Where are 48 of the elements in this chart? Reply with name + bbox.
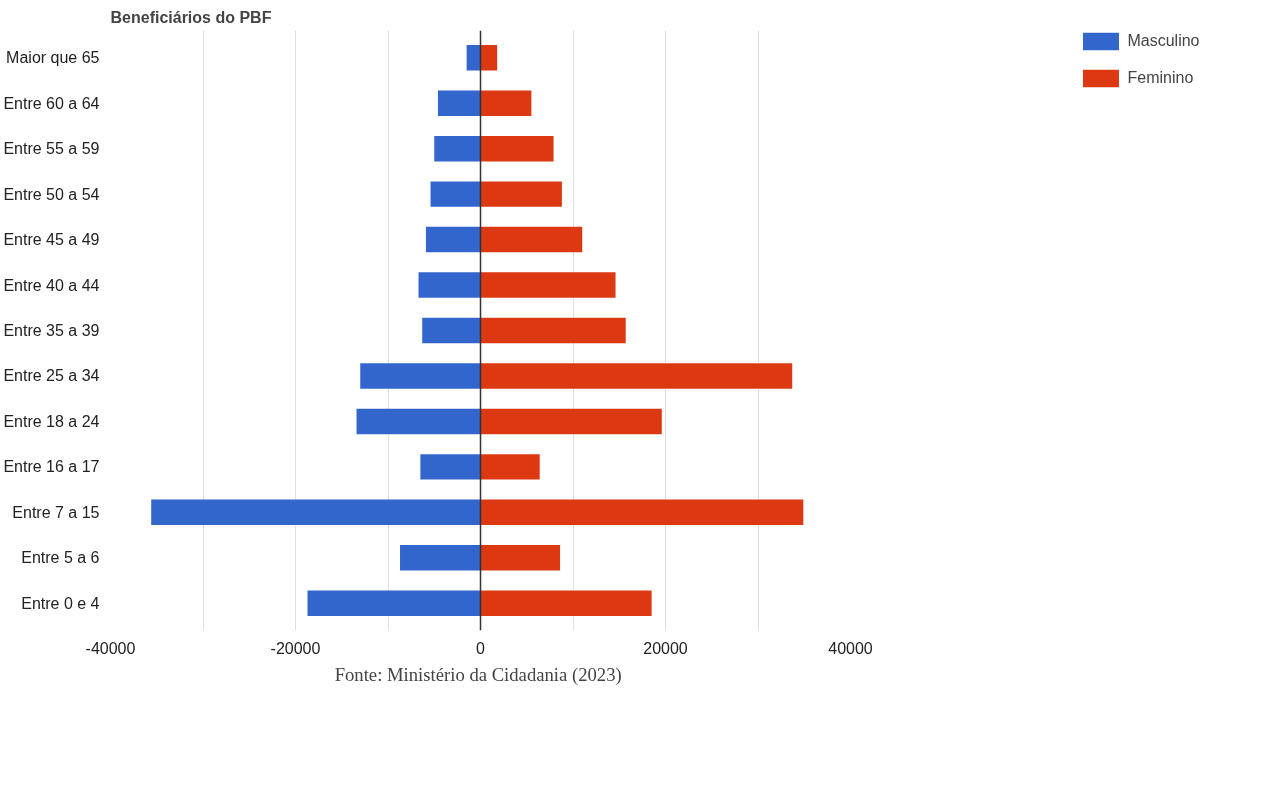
y-tick-label: Entre 7 a 15 [12, 503, 100, 521]
bar [480, 363, 793, 389]
bar [434, 135, 481, 162]
bar [437, 90, 481, 116]
y-tick-label: Entre 45 a 49 [3, 231, 100, 249]
bar [480, 408, 662, 435]
y-tick-label: Entre 25 a 34 [3, 367, 100, 385]
bar [480, 226, 583, 253]
y-tick-label: Entre 50 a 54 [3, 185, 100, 203]
bar [307, 590, 481, 616]
x-tick-label: -40000 [85, 639, 136, 657]
y-tick-label: Entre 35 a 39 [3, 322, 100, 339]
bar [480, 45, 498, 71]
bar [420, 454, 481, 480]
legend-label: Feminino [1127, 69, 1194, 87]
x-tick-label: -20000 [270, 639, 321, 657]
bar [480, 454, 540, 480]
x-tick-label: 40000 [828, 639, 873, 657]
bar [480, 90, 532, 116]
x-tick-label: 0 [476, 639, 486, 657]
bar [480, 317, 626, 344]
bar [480, 590, 652, 616]
bar [430, 181, 481, 207]
source-note: Fonte: Ministério da Cidadania (2023) [334, 663, 622, 686]
bar [466, 45, 481, 71]
bar [418, 272, 481, 298]
bar [425, 226, 481, 253]
y-tick-label: Entre 0 e 4 [21, 594, 100, 612]
bar [480, 181, 562, 207]
bar [480, 499, 804, 526]
x-tick-label: 20000 [643, 639, 688, 657]
chart-title: Beneficiários do PBF [110, 8, 272, 26]
y-tick-label: Entre 18 a 24 [3, 412, 100, 430]
legend-label: Masculino [1127, 32, 1200, 50]
y-tick-label: Entre 55 a 59 [3, 140, 100, 158]
bar [422, 317, 481, 344]
y-tick-label: Maior que 65 [6, 49, 100, 67]
y-tick-label: Entre 5 a 6 [21, 549, 100, 567]
bar [356, 408, 481, 435]
y-tick-label: Entre 60 a 64 [3, 94, 100, 112]
bar [360, 363, 481, 389]
bar [151, 499, 481, 526]
bar [400, 545, 481, 571]
bar [480, 545, 561, 571]
y-tick-label: Entre 40 a 44 [3, 276, 100, 294]
bar [480, 272, 616, 298]
y-tick-label: Entre 16 a 17 [3, 458, 100, 476]
bar [480, 135, 554, 162]
